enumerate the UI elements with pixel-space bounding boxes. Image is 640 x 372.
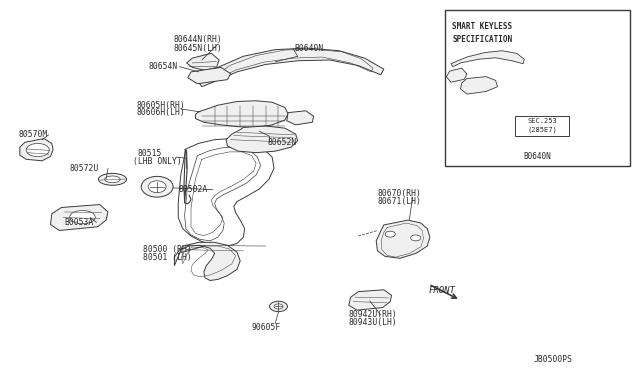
Text: 80500 (RH): 80500 (RH): [143, 245, 192, 254]
Ellipse shape: [26, 143, 49, 157]
Ellipse shape: [105, 176, 120, 183]
Text: SMART KEYLESS: SMART KEYLESS: [452, 22, 512, 31]
Bar: [445, 10, 630, 166]
Polygon shape: [349, 290, 392, 310]
Text: 80645N(LH): 80645N(LH): [173, 44, 222, 52]
Text: 80501 (LH): 80501 (LH): [143, 253, 192, 262]
Polygon shape: [198, 48, 384, 87]
Ellipse shape: [148, 181, 166, 193]
Polygon shape: [226, 126, 298, 153]
Polygon shape: [51, 205, 108, 231]
Text: JB0500PS: JB0500PS: [534, 355, 573, 364]
Bar: [515, 116, 569, 136]
Polygon shape: [178, 138, 274, 246]
Polygon shape: [174, 242, 240, 280]
Polygon shape: [447, 68, 467, 82]
Text: (285E7): (285E7): [527, 126, 557, 132]
Ellipse shape: [385, 231, 396, 237]
Text: 80644N(RH): 80644N(RH): [173, 35, 222, 44]
Polygon shape: [20, 138, 53, 161]
Polygon shape: [461, 77, 497, 94]
Ellipse shape: [411, 235, 421, 241]
Text: 80605H(RH): 80605H(RH): [136, 101, 185, 110]
Text: 80671(LH): 80671(LH): [378, 197, 421, 206]
Text: 80654N: 80654N: [149, 62, 178, 71]
Ellipse shape: [99, 173, 127, 185]
Polygon shape: [195, 101, 288, 128]
Text: 90605F: 90605F: [252, 323, 281, 332]
Ellipse shape: [274, 304, 283, 309]
Polygon shape: [287, 111, 314, 125]
Polygon shape: [186, 53, 219, 70]
Text: 80502A: 80502A: [178, 185, 207, 194]
Text: B0640N: B0640N: [294, 44, 324, 53]
Text: B0640N: B0640N: [524, 152, 551, 161]
Polygon shape: [376, 220, 430, 258]
Text: B0053A: B0053A: [65, 218, 94, 227]
Ellipse shape: [269, 301, 287, 312]
Text: 80670(RH): 80670(RH): [378, 189, 421, 198]
Text: 80572U: 80572U: [70, 164, 99, 173]
Ellipse shape: [141, 176, 173, 197]
Polygon shape: [451, 51, 524, 67]
Text: 80942U(RH): 80942U(RH): [349, 311, 397, 320]
Text: SPECIFICATION: SPECIFICATION: [452, 35, 512, 44]
Text: 80570M: 80570M: [19, 130, 48, 140]
Text: (LHB ONLY): (LHB ONLY): [133, 157, 182, 166]
Ellipse shape: [70, 211, 95, 224]
Text: 80943U(LH): 80943U(LH): [349, 318, 397, 327]
Text: 80652N: 80652N: [268, 138, 297, 147]
Text: FRONT: FRONT: [429, 286, 456, 295]
Text: 80515: 80515: [138, 149, 163, 158]
Polygon shape: [188, 67, 230, 84]
Polygon shape: [184, 147, 260, 241]
Text: SEC.253: SEC.253: [527, 118, 557, 124]
Text: 80606H(LH): 80606H(LH): [136, 109, 185, 118]
